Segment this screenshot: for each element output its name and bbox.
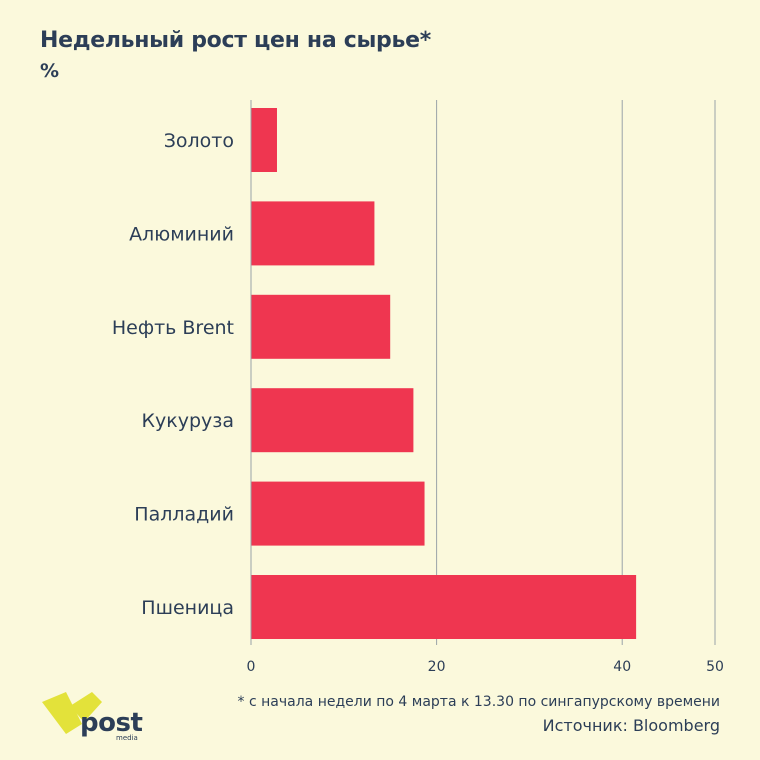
bar-chart: Золото Алюминий Нефть Brent Кукуруза Паллади… [112,100,724,675]
category-label: Палладий [134,504,234,526]
x-tick-label: 40 [613,659,631,675]
logo-text: post [80,708,143,738]
category-label: Кукуруза [141,410,234,432]
source-note: Источник: Bloomberg [542,716,720,735]
x-tick-label: 20 [428,659,446,675]
category-label: Золото [164,130,234,152]
bar [251,481,425,546]
logo-subtext: media [116,734,138,742]
category-label: Алюминий [129,223,234,245]
bar [251,108,277,172]
bar [251,201,375,266]
x-tick-label: 50 [706,659,724,675]
x-tick-label: 0 [247,659,256,675]
bar [251,388,414,453]
chart-unit: % [40,60,60,82]
category-label: Нефть Brent [112,317,234,339]
post-media-logo-icon [42,692,102,734]
chart-title: Недельный рост цен на сырье* [40,28,431,53]
bar [251,575,637,639]
bar [251,294,391,359]
footnote: * с начала недели по 4 марта к 13.30 по … [237,694,720,710]
category-label: Пшеница [141,597,234,619]
